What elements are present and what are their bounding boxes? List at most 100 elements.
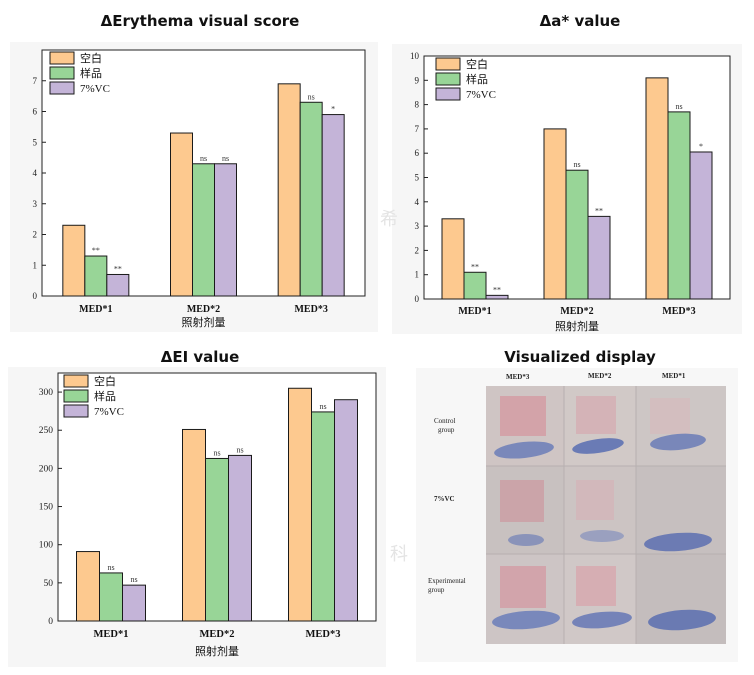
visual-col-header: MED*3 bbox=[506, 373, 530, 381]
bar-sample bbox=[667, 111, 691, 300]
significance-label: ns bbox=[213, 448, 220, 457]
x-tick-label: MED*1 bbox=[94, 629, 129, 640]
significance-label: ns bbox=[675, 102, 682, 111]
y-tick-label: 200 bbox=[39, 464, 54, 474]
bar-blank bbox=[170, 132, 193, 297]
chart-1-title: ΔErythema visual score bbox=[100, 12, 300, 30]
legend-swatch bbox=[63, 374, 89, 388]
bar-blank bbox=[288, 387, 312, 622]
legend-label: 7%VC bbox=[466, 89, 496, 101]
legend-swatch bbox=[63, 389, 89, 403]
visual-row-label: Control group bbox=[434, 417, 457, 434]
significance-label: * bbox=[699, 142, 703, 151]
bar-sample bbox=[99, 572, 123, 622]
y-tick-label: 4 bbox=[415, 197, 420, 207]
chart-2-card: 0 1 2 3 4 5 6 7 8 9 10 ** ** MED*1 ns ** MED*2 ns * MED*3 照射… bbox=[392, 44, 742, 334]
legend-label: 空白 bbox=[94, 374, 116, 388]
visual-row-label-line: group bbox=[438, 426, 455, 434]
y-tick-label: 3 bbox=[33, 199, 38, 209]
chart-1-svg: 0 1 2 3 4 5 6 7 ** ** MED*1 ns ns MED*2 ns * MED*3 照射剂量 空白… bbox=[33, 49, 366, 329]
visual-row-label: 7%VC bbox=[434, 495, 455, 503]
y-tick-label: 7 bbox=[33, 76, 38, 86]
y-tick-label: 7 bbox=[415, 124, 420, 134]
y-tick-label: 1 bbox=[415, 270, 420, 280]
y-tick-label: 4 bbox=[33, 168, 38, 178]
watermark: 希 bbox=[380, 209, 398, 230]
legend-label: 样品 bbox=[466, 72, 488, 86]
bar-blank bbox=[62, 224, 86, 297]
significance-label: ** bbox=[595, 206, 603, 215]
legend-label: 样品 bbox=[94, 389, 116, 403]
bar-sample bbox=[192, 163, 215, 297]
y-tick-label: 50 bbox=[44, 579, 54, 589]
bar-blank bbox=[182, 428, 206, 622]
bar-vc bbox=[106, 273, 130, 297]
y-tick-label: 0 bbox=[48, 617, 53, 627]
significance-label: ns bbox=[222, 154, 229, 163]
bar-sample bbox=[311, 411, 335, 622]
bar-blank bbox=[645, 77, 669, 300]
bar-sample bbox=[463, 271, 487, 300]
x-tick-label: MED*2 bbox=[187, 304, 220, 315]
visual-display-card: MED*3 MED*2 MED*1 Control group 7%VC Exp… bbox=[416, 368, 738, 662]
legend-swatch bbox=[49, 81, 75, 95]
visual-row-label-line: Control bbox=[434, 417, 455, 425]
significance-label: ** bbox=[92, 246, 100, 255]
x-tick-label: MED*3 bbox=[306, 629, 341, 640]
x-tick-label: MED*3 bbox=[294, 304, 327, 315]
legend-swatch bbox=[435, 57, 461, 71]
bar-blank bbox=[543, 128, 567, 300]
y-tick-label: 8 bbox=[415, 100, 420, 110]
legend-swatch bbox=[435, 87, 461, 101]
bar-sample bbox=[565, 169, 589, 300]
x-tick-label: MED*3 bbox=[662, 306, 695, 317]
y-tick-label: 6 bbox=[33, 107, 38, 117]
legend-swatch bbox=[49, 66, 75, 80]
legend-label: 空白 bbox=[466, 57, 488, 71]
x-tick-label: MED*1 bbox=[79, 304, 112, 315]
significance-label: ns bbox=[319, 402, 326, 411]
chart-3-title: ΔEI value bbox=[160, 348, 240, 366]
bar-vc bbox=[214, 163, 237, 297]
y-tick-label: 6 bbox=[415, 148, 420, 158]
bar-sample bbox=[299, 101, 323, 297]
y-tick-label: 0 bbox=[415, 294, 420, 304]
y-tick-label: 300 bbox=[39, 388, 54, 398]
y-tick-label: 100 bbox=[39, 541, 54, 551]
y-tick-label: 150 bbox=[39, 503, 54, 513]
legend-swatch bbox=[63, 404, 89, 418]
significance-label: ns bbox=[236, 445, 243, 454]
significance-label: ** bbox=[493, 285, 501, 294]
chart-1-card: 0 1 2 3 4 5 6 7 ** ** MED*1 ns ns MED*2 ns * MED*3 照射剂量 空白… bbox=[10, 42, 378, 332]
chart-2-svg: 0 1 2 3 4 5 6 7 8 9 10 ** ** MED*1 ns ** MED*2 ns * MED*3 照射… bbox=[410, 51, 731, 333]
legend-swatch bbox=[435, 72, 461, 86]
legend-label: 样品 bbox=[80, 66, 102, 80]
visual-col-header: MED*1 bbox=[662, 372, 686, 380]
x-tick-label: MED*1 bbox=[458, 306, 491, 317]
legend-swatch bbox=[49, 51, 75, 65]
x-axis-label: 照射剂量 bbox=[555, 319, 599, 333]
significance-label: ** bbox=[471, 262, 479, 271]
y-tick-label: 1 bbox=[33, 260, 38, 270]
significance-label: ns bbox=[130, 575, 137, 584]
bar-sample bbox=[84, 255, 108, 297]
bar-blank bbox=[441, 218, 465, 300]
visual-display-title: Visualized display bbox=[504, 348, 656, 366]
y-tick-label: 2 bbox=[415, 245, 420, 255]
bar-vc bbox=[321, 114, 345, 297]
visual-display-svg: MED*3 MED*2 MED*1 Control group 7%VC Exp… bbox=[428, 372, 726, 644]
chart-3-svg: 0 50 100 150 200 250 300 ns ns MED*1 ns ns MED*2 ns ME… bbox=[39, 372, 377, 658]
y-tick-label: 2 bbox=[33, 230, 38, 240]
y-tick-label: 5 bbox=[33, 137, 38, 147]
significance-label: ** bbox=[114, 264, 122, 273]
bar-vc bbox=[587, 215, 611, 300]
y-tick-label: 250 bbox=[39, 426, 54, 436]
y-tick-label: 3 bbox=[415, 221, 420, 231]
x-axis-label: 照射剂量 bbox=[182, 315, 226, 329]
bar-vc bbox=[334, 399, 358, 622]
x-tick-label: MED*2 bbox=[200, 629, 235, 640]
legend-label: 7%VC bbox=[80, 83, 110, 95]
visual-row-label: Experimental group bbox=[428, 577, 467, 594]
significance-label: ns bbox=[308, 92, 315, 101]
legend-label: 空白 bbox=[80, 51, 102, 65]
